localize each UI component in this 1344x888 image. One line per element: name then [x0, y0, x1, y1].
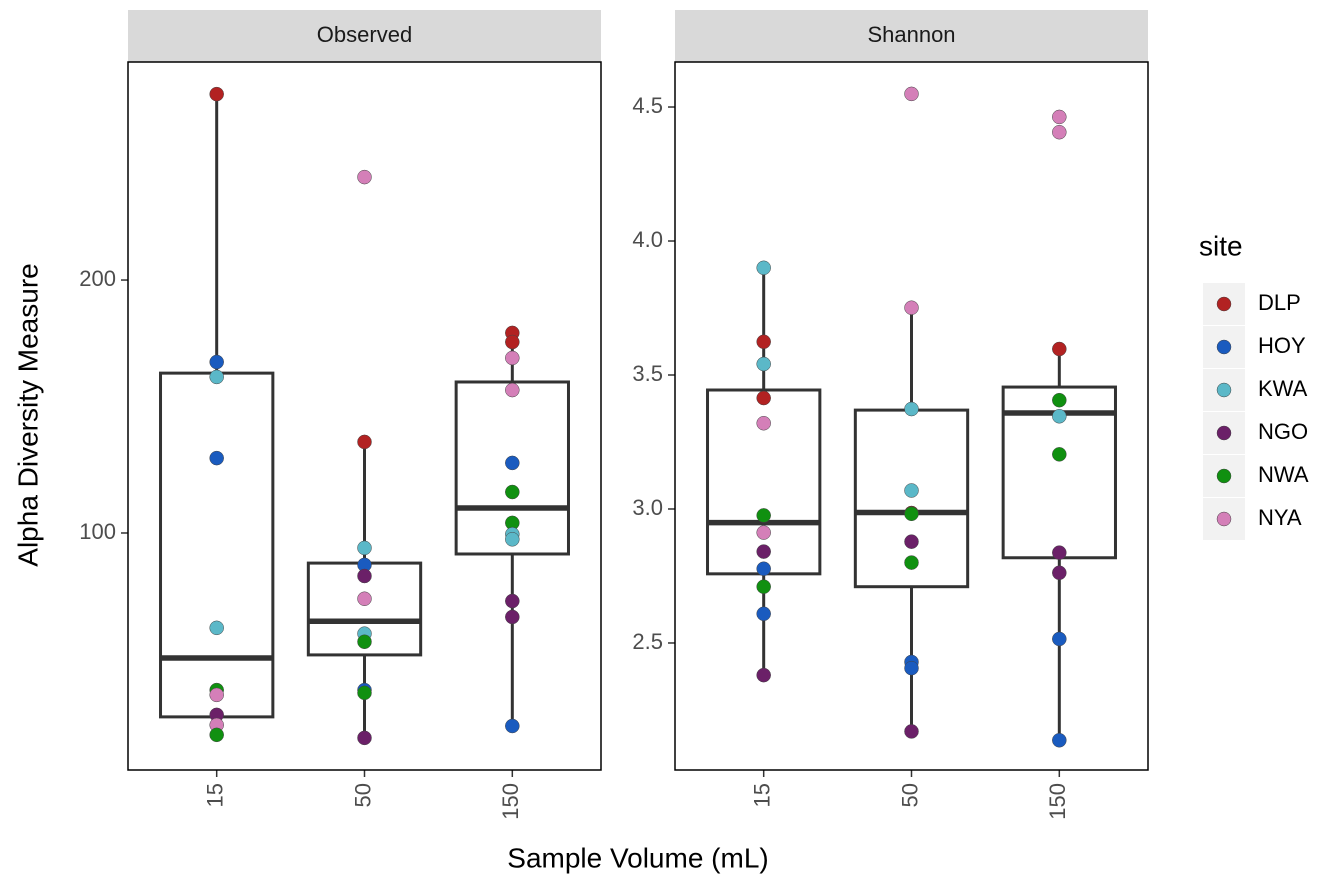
point — [209, 354, 224, 370]
y-tick-label: 200 — [79, 266, 116, 291]
point — [756, 260, 771, 276]
point — [904, 483, 919, 498]
point — [357, 730, 372, 746]
legend-marker — [1216, 511, 1232, 527]
x-tick-label: 50 — [897, 783, 922, 807]
point — [357, 434, 372, 450]
point — [505, 455, 520, 471]
point — [505, 609, 520, 625]
point — [505, 350, 520, 366]
point — [505, 532, 520, 547]
legend-title: site — [1199, 230, 1243, 261]
point — [756, 356, 771, 372]
point — [756, 415, 771, 431]
point — [904, 506, 919, 522]
legend-label: KWA — [1258, 376, 1308, 401]
point — [209, 727, 224, 743]
point — [505, 593, 520, 609]
point — [904, 660, 919, 676]
x-tick-label: 150 — [498, 783, 523, 820]
point — [756, 544, 771, 559]
strip-label: Observed — [317, 22, 412, 47]
point — [1052, 109, 1067, 125]
point — [756, 667, 771, 683]
y-tick-label: 3.0 — [632, 495, 663, 520]
point — [756, 606, 771, 622]
point — [1052, 545, 1067, 560]
point — [505, 334, 520, 350]
y-tick-label: 100 — [79, 519, 116, 544]
point — [209, 86, 224, 102]
point — [756, 579, 771, 594]
point — [357, 540, 372, 556]
point — [756, 525, 771, 540]
legend-label: HOY — [1258, 333, 1306, 358]
point — [1052, 733, 1067, 748]
strip — [128, 10, 601, 62]
point — [357, 169, 372, 185]
point — [357, 568, 372, 584]
point — [1052, 447, 1067, 462]
point — [756, 334, 771, 350]
legend-label: NWA — [1258, 462, 1309, 487]
strip-label: Shannon — [867, 22, 955, 47]
point — [357, 685, 372, 701]
point — [1052, 341, 1067, 357]
legend-marker — [1216, 339, 1232, 355]
point — [904, 86, 919, 102]
x-tick-label: 15 — [203, 783, 228, 807]
legend-marker — [1216, 382, 1232, 398]
legend-label: NGO — [1258, 419, 1308, 444]
x-tick-label: 15 — [750, 783, 775, 807]
point — [357, 591, 372, 607]
panel-border — [674, 61, 1149, 771]
point — [756, 390, 771, 406]
point — [904, 555, 919, 570]
legend-marker — [1216, 468, 1232, 484]
y-tick-label: 4.0 — [632, 227, 663, 252]
point — [904, 724, 919, 739]
point — [505, 382, 520, 398]
point — [357, 634, 372, 650]
point — [1052, 392, 1067, 408]
point — [1052, 409, 1067, 424]
point — [505, 484, 520, 500]
y-tick-label: 2.5 — [632, 629, 663, 654]
point — [209, 369, 224, 385]
point — [904, 401, 919, 417]
strip — [675, 10, 1148, 62]
legend-label: NYA — [1258, 505, 1302, 530]
point — [209, 620, 224, 636]
point — [1052, 565, 1067, 581]
point — [505, 718, 520, 734]
point — [1052, 631, 1067, 647]
y-axis-title: Alpha Diversity Measure — [12, 263, 43, 566]
point — [904, 300, 919, 315]
point — [756, 508, 771, 523]
y-tick-label: 4.5 — [632, 93, 663, 118]
x-axis-title: Sample Volume (mL) — [507, 842, 768, 873]
legend-marker — [1216, 296, 1232, 312]
point — [209, 450, 224, 466]
point — [904, 534, 919, 549]
legend-label: DLP — [1258, 290, 1301, 315]
point — [209, 687, 224, 703]
legend-marker — [1216, 425, 1232, 441]
point — [1052, 124, 1067, 140]
x-tick-label: 50 — [350, 783, 375, 807]
x-tick-label: 150 — [1045, 783, 1070, 820]
y-tick-label: 3.5 — [632, 361, 663, 386]
box — [159, 371, 275, 719]
panel-border — [127, 61, 602, 771]
point — [756, 561, 771, 576]
